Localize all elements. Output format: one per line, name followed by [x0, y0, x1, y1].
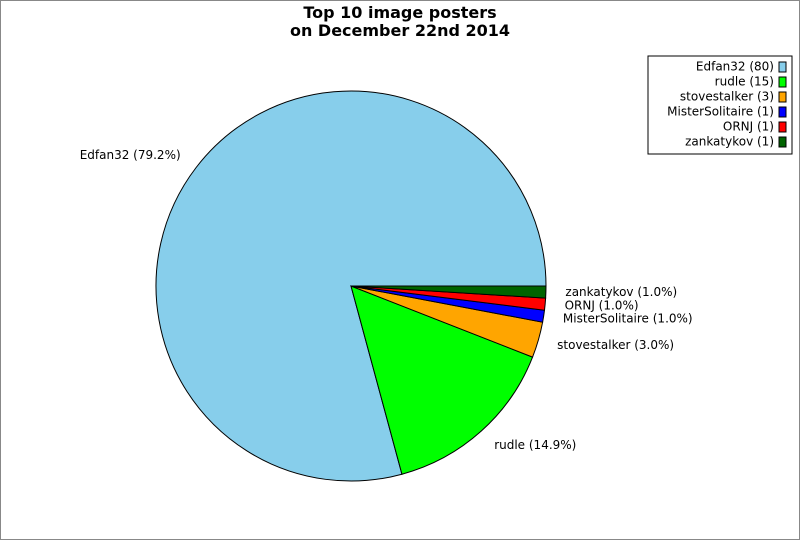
legend-label: zankatykov (1) — [685, 135, 774, 149]
slice-label: rudle (14.9%) — [494, 438, 576, 452]
legend-swatch — [778, 91, 787, 103]
chart-title: Top 10 image posters on December 22nd 20… — [289, 3, 511, 40]
slice-label: MisterSolitaire (1.0%) — [563, 312, 693, 326]
legend-label: ORNJ (1) — [723, 120, 774, 134]
slice-label: zankatykov (1.0%) — [565, 285, 677, 299]
slice-label: ORNJ (1.0%) — [565, 298, 639, 312]
legend-label: stovestalker (3) — [680, 90, 774, 104]
legend-swatch — [778, 61, 787, 73]
legend-swatch — [778, 76, 787, 88]
pie-slice — [350, 285, 534, 475]
legend-swatch — [778, 136, 787, 148]
legend-label: rudle (15) — [715, 75, 774, 89]
legend-swatch — [778, 106, 787, 118]
legend-box — [647, 55, 793, 155]
pie-slice — [350, 285, 547, 299]
slice-label: stovestalker (3.0%) — [557, 338, 674, 352]
slice-label: Edfan32 (79.2%) — [80, 148, 181, 162]
legend-swatch — [778, 121, 787, 133]
legend-label: MisterSolitaire (1) — [667, 105, 774, 119]
legend-label: Edfan32 (80) — [696, 60, 774, 74]
